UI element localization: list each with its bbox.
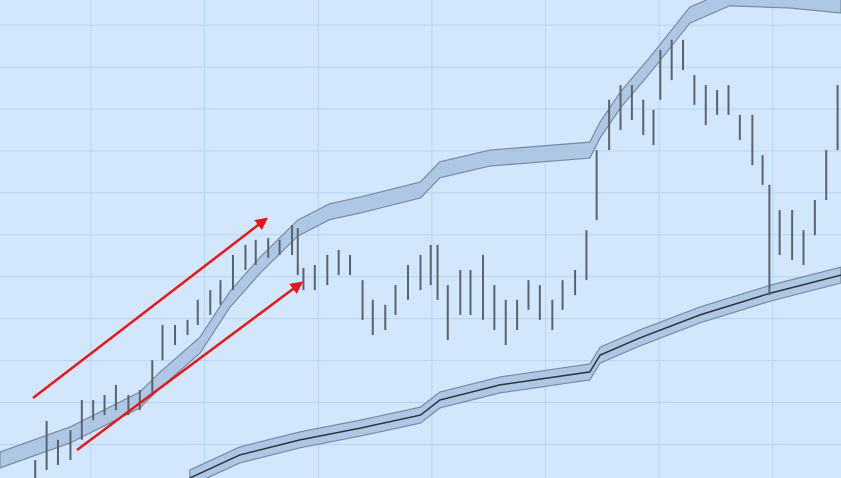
annotations <box>32 217 304 452</box>
channel-center <box>189 274 841 478</box>
price-bars <box>34 39 839 478</box>
arrow <box>76 281 304 452</box>
channel-band <box>189 266 841 478</box>
arrow <box>32 217 268 399</box>
